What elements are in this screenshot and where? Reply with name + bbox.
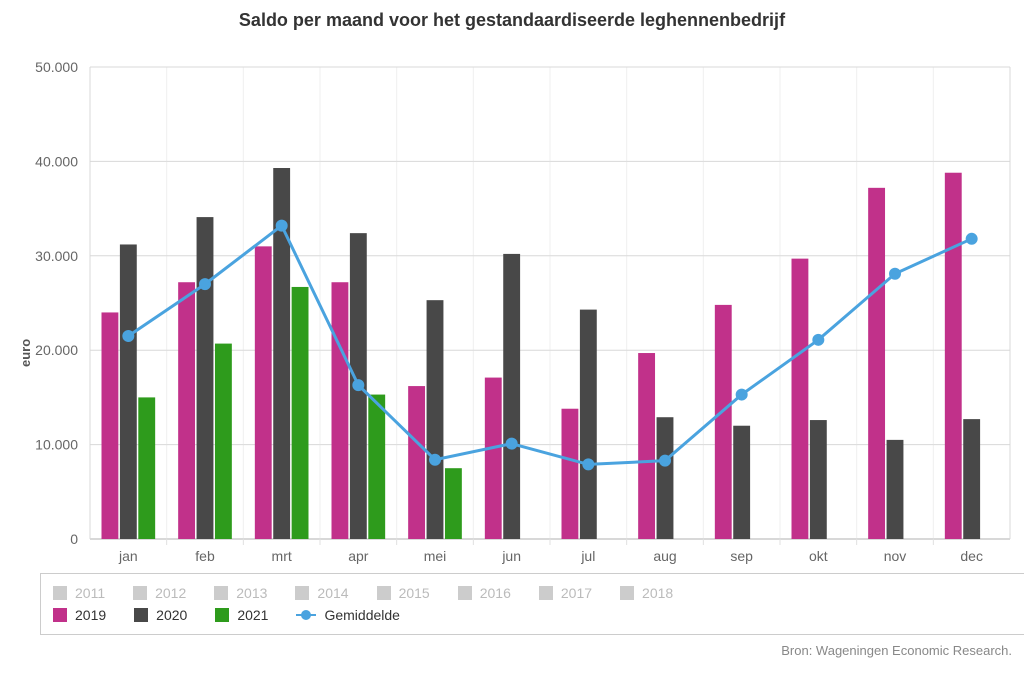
- legend-line-swatch: [296, 608, 316, 622]
- line-marker: [890, 269, 900, 279]
- line-marker: [967, 234, 977, 244]
- legend-swatch: [133, 586, 147, 600]
- svg-text:feb: feb: [195, 548, 215, 564]
- legend-item-2013[interactable]: 2013: [214, 585, 267, 601]
- svg-text:dec: dec: [960, 548, 983, 564]
- bar-2021: [445, 468, 462, 539]
- legend-label: 2017: [561, 585, 592, 601]
- bar-2021: [215, 344, 232, 539]
- svg-text:20.000: 20.000: [35, 342, 78, 358]
- svg-text:apr: apr: [348, 548, 369, 564]
- legend-label: 2012: [155, 585, 186, 601]
- legend-label: 2019: [75, 607, 106, 623]
- legend-label: 2011: [75, 585, 105, 601]
- bar-2021: [368, 395, 385, 539]
- bar-2019: [332, 282, 349, 539]
- line-marker: [813, 335, 823, 345]
- legend-swatch: [539, 586, 553, 600]
- legend-label: Gemiddelde: [324, 607, 400, 623]
- bar-2020: [580, 310, 597, 539]
- legend-swatch: [377, 586, 391, 600]
- legend-item-gemiddelde[interactable]: Gemiddelde: [296, 607, 400, 623]
- legend-item-2011[interactable]: 2011: [53, 585, 105, 601]
- line-marker: [660, 456, 670, 466]
- bar-2020: [197, 217, 214, 539]
- bar-2019: [638, 353, 655, 539]
- svg-text:mei: mei: [424, 548, 447, 564]
- legend-item-2017[interactable]: 2017: [539, 585, 592, 601]
- bar-2019: [408, 386, 425, 539]
- bar-2020: [963, 419, 980, 539]
- legend-item-2015[interactable]: 2015: [377, 585, 430, 601]
- legend-label: 2013: [236, 585, 267, 601]
- bar-2019: [255, 246, 272, 539]
- bar-2019: [178, 282, 195, 539]
- line-marker: [123, 331, 133, 341]
- line-marker: [277, 221, 287, 231]
- bar-2019: [945, 173, 962, 539]
- legend-label: 2021: [237, 607, 268, 623]
- svg-text:aug: aug: [653, 548, 676, 564]
- svg-text:sep: sep: [730, 548, 753, 564]
- bar-2019: [868, 188, 885, 539]
- svg-text:10.000: 10.000: [35, 437, 78, 453]
- legend-label: 2020: [156, 607, 187, 623]
- source-text: Bron: Wageningen Economic Research.: [781, 643, 1012, 658]
- bar-2020: [733, 426, 750, 539]
- legend-swatch: [295, 586, 309, 600]
- legend-swatch: [53, 608, 67, 622]
- svg-text:okt: okt: [809, 548, 828, 564]
- bar-2021: [292, 287, 309, 539]
- legend-label: 2014: [317, 585, 348, 601]
- bar-2019: [715, 305, 732, 539]
- bar-2019: [562, 409, 579, 539]
- legend-swatch: [214, 586, 228, 600]
- legend-label: 2018: [642, 585, 673, 601]
- svg-text:nov: nov: [884, 548, 907, 564]
- bar-2020: [503, 254, 520, 539]
- line-marker: [430, 455, 440, 465]
- bar-2019: [102, 312, 119, 539]
- chart-area: euro 0 10.000 20.000 30.000 40.000 50.000 jan f…: [0, 37, 1024, 682]
- svg-text:jan: jan: [118, 548, 138, 564]
- legend-item-2018[interactable]: 2018: [620, 585, 673, 601]
- legend-item-2020[interactable]: 2020: [134, 607, 187, 623]
- legend: 2011 2012 2013 2014 2015 2016 2017 2018 2019 2020…: [40, 573, 1024, 635]
- line-marker: [583, 459, 593, 469]
- legend-item-2019[interactable]: 2019: [53, 607, 106, 623]
- chart-title: Saldo per maand voor het gestandaardisee…: [0, 0, 1024, 37]
- line-marker: [737, 390, 747, 400]
- svg-text:40.000: 40.000: [35, 153, 78, 169]
- legend-item-2021[interactable]: 2021: [215, 607, 268, 623]
- legend-swatch: [134, 608, 148, 622]
- bar-2020: [887, 440, 904, 539]
- bar-2019: [485, 378, 502, 539]
- legend-swatch: [53, 586, 67, 600]
- svg-text:50.000: 50.000: [35, 59, 78, 75]
- svg-text:jul: jul: [580, 548, 595, 564]
- legend-swatch: [458, 586, 472, 600]
- legend-label: 2015: [399, 585, 430, 601]
- bar-2020: [657, 417, 674, 539]
- legend-item-2014[interactable]: 2014: [295, 585, 348, 601]
- bar-2021: [138, 397, 155, 539]
- line-marker: [507, 439, 517, 449]
- y-axis-label: euro: [18, 339, 33, 367]
- svg-text:0: 0: [70, 531, 78, 547]
- bar-2020: [810, 420, 827, 539]
- legend-swatch: [620, 586, 634, 600]
- bar-2019: [792, 259, 809, 539]
- line-marker: [200, 279, 210, 289]
- legend-swatch: [215, 608, 229, 622]
- legend-item-2012[interactable]: 2012: [133, 585, 186, 601]
- legend-item-2016[interactable]: 2016: [458, 585, 511, 601]
- bar-2020: [120, 244, 137, 539]
- svg-text:jun: jun: [501, 548, 521, 564]
- legend-label: 2016: [480, 585, 511, 601]
- svg-text:mrt: mrt: [272, 548, 292, 564]
- svg-text:30.000: 30.000: [35, 248, 78, 264]
- bar-2020: [427, 300, 444, 539]
- line-marker: [353, 380, 363, 390]
